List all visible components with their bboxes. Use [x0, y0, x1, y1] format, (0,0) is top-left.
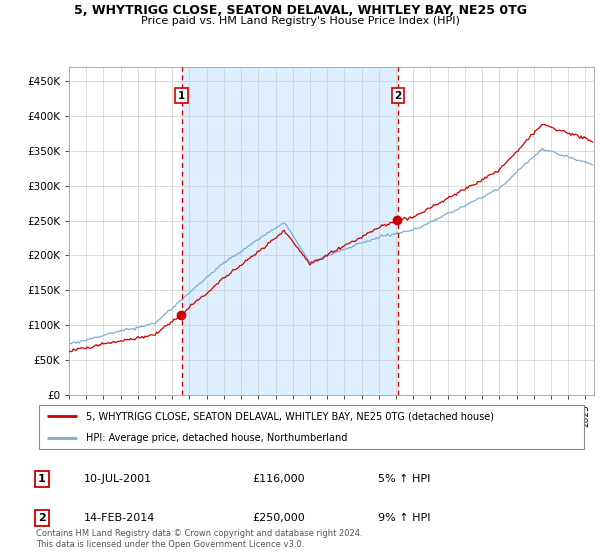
Text: 5, WHYTRIGG CLOSE, SEATON DELAVAL, WHITLEY BAY, NE25 0TG: 5, WHYTRIGG CLOSE, SEATON DELAVAL, WHITL… [74, 4, 527, 17]
Text: Price paid vs. HM Land Registry's House Price Index (HPI): Price paid vs. HM Land Registry's House … [140, 16, 460, 26]
Text: 5, WHYTRIGG CLOSE, SEATON DELAVAL, WHITLEY BAY, NE25 0TG (detached house): 5, WHYTRIGG CLOSE, SEATON DELAVAL, WHITL… [86, 411, 494, 421]
Text: £116,000: £116,000 [252, 474, 305, 484]
Text: 5% ↑ HPI: 5% ↑ HPI [378, 474, 430, 484]
Text: 2: 2 [394, 91, 402, 101]
Text: HPI: Average price, detached house, Northumberland: HPI: Average price, detached house, Nort… [86, 433, 347, 443]
FancyBboxPatch shape [39, 405, 584, 449]
Text: 10-JUL-2001: 10-JUL-2001 [84, 474, 152, 484]
Text: Contains HM Land Registry data © Crown copyright and database right 2024.
This d: Contains HM Land Registry data © Crown c… [36, 529, 362, 549]
Bar [182, 67, 398, 395]
Text: £250,000: £250,000 [252, 513, 305, 523]
Text: 1: 1 [38, 474, 46, 484]
Text: 1: 1 [178, 91, 185, 101]
Text: 9% ↑ HPI: 9% ↑ HPI [378, 513, 431, 523]
Text: 2: 2 [38, 513, 46, 523]
Text: 14-FEB-2014: 14-FEB-2014 [84, 513, 155, 523]
